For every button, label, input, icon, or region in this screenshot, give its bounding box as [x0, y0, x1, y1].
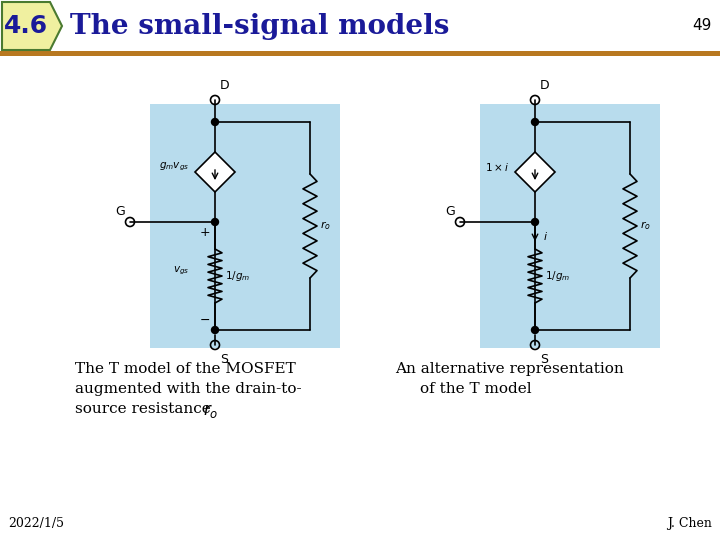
Circle shape — [531, 219, 539, 226]
Text: S: S — [220, 353, 228, 366]
Text: of the T model: of the T model — [420, 382, 531, 396]
Circle shape — [212, 327, 218, 334]
Text: $i$: $i$ — [543, 230, 548, 242]
Text: $r_o$: $r_o$ — [640, 220, 651, 232]
Text: $r_o$: $r_o$ — [320, 220, 331, 232]
Text: S: S — [540, 353, 548, 366]
Text: $1/g_m$: $1/g_m$ — [225, 269, 251, 283]
Text: 2022/1/5: 2022/1/5 — [8, 517, 64, 530]
Text: +: + — [199, 226, 210, 239]
Text: −: − — [199, 314, 210, 327]
Bar — [480, 104, 660, 348]
Circle shape — [212, 219, 218, 226]
Text: The small-signal models: The small-signal models — [70, 12, 449, 39]
Text: $1 \times i$: $1 \times i$ — [485, 161, 509, 173]
Text: 49: 49 — [693, 18, 712, 33]
Polygon shape — [515, 152, 555, 192]
Text: 4.6: 4.6 — [4, 14, 48, 38]
Text: The T model of the MOSFET: The T model of the MOSFET — [75, 362, 296, 376]
Text: source resistance: source resistance — [75, 402, 215, 416]
Text: J. Chen: J. Chen — [667, 517, 712, 530]
Circle shape — [212, 118, 218, 125]
Polygon shape — [195, 152, 235, 192]
Text: augmented with the drain-to-: augmented with the drain-to- — [75, 382, 302, 396]
Circle shape — [531, 118, 539, 125]
Text: G: G — [445, 205, 455, 218]
Text: $\mathbf{\it{r_o}}$: $\mathbf{\it{r_o}}$ — [203, 402, 218, 420]
Text: D: D — [540, 79, 549, 92]
Text: $g_m v_{gs}$: $g_m v_{gs}$ — [158, 161, 189, 173]
Text: An alternative representation: An alternative representation — [395, 362, 624, 376]
Text: G: G — [115, 205, 125, 218]
Circle shape — [531, 327, 539, 334]
Bar — [150, 104, 340, 348]
Text: $1/g_m$: $1/g_m$ — [545, 269, 570, 283]
Text: $v_{gs}$: $v_{gs}$ — [173, 265, 189, 277]
Text: D: D — [220, 79, 230, 92]
Polygon shape — [2, 2, 62, 50]
Bar — [0, 51, 720, 56]
